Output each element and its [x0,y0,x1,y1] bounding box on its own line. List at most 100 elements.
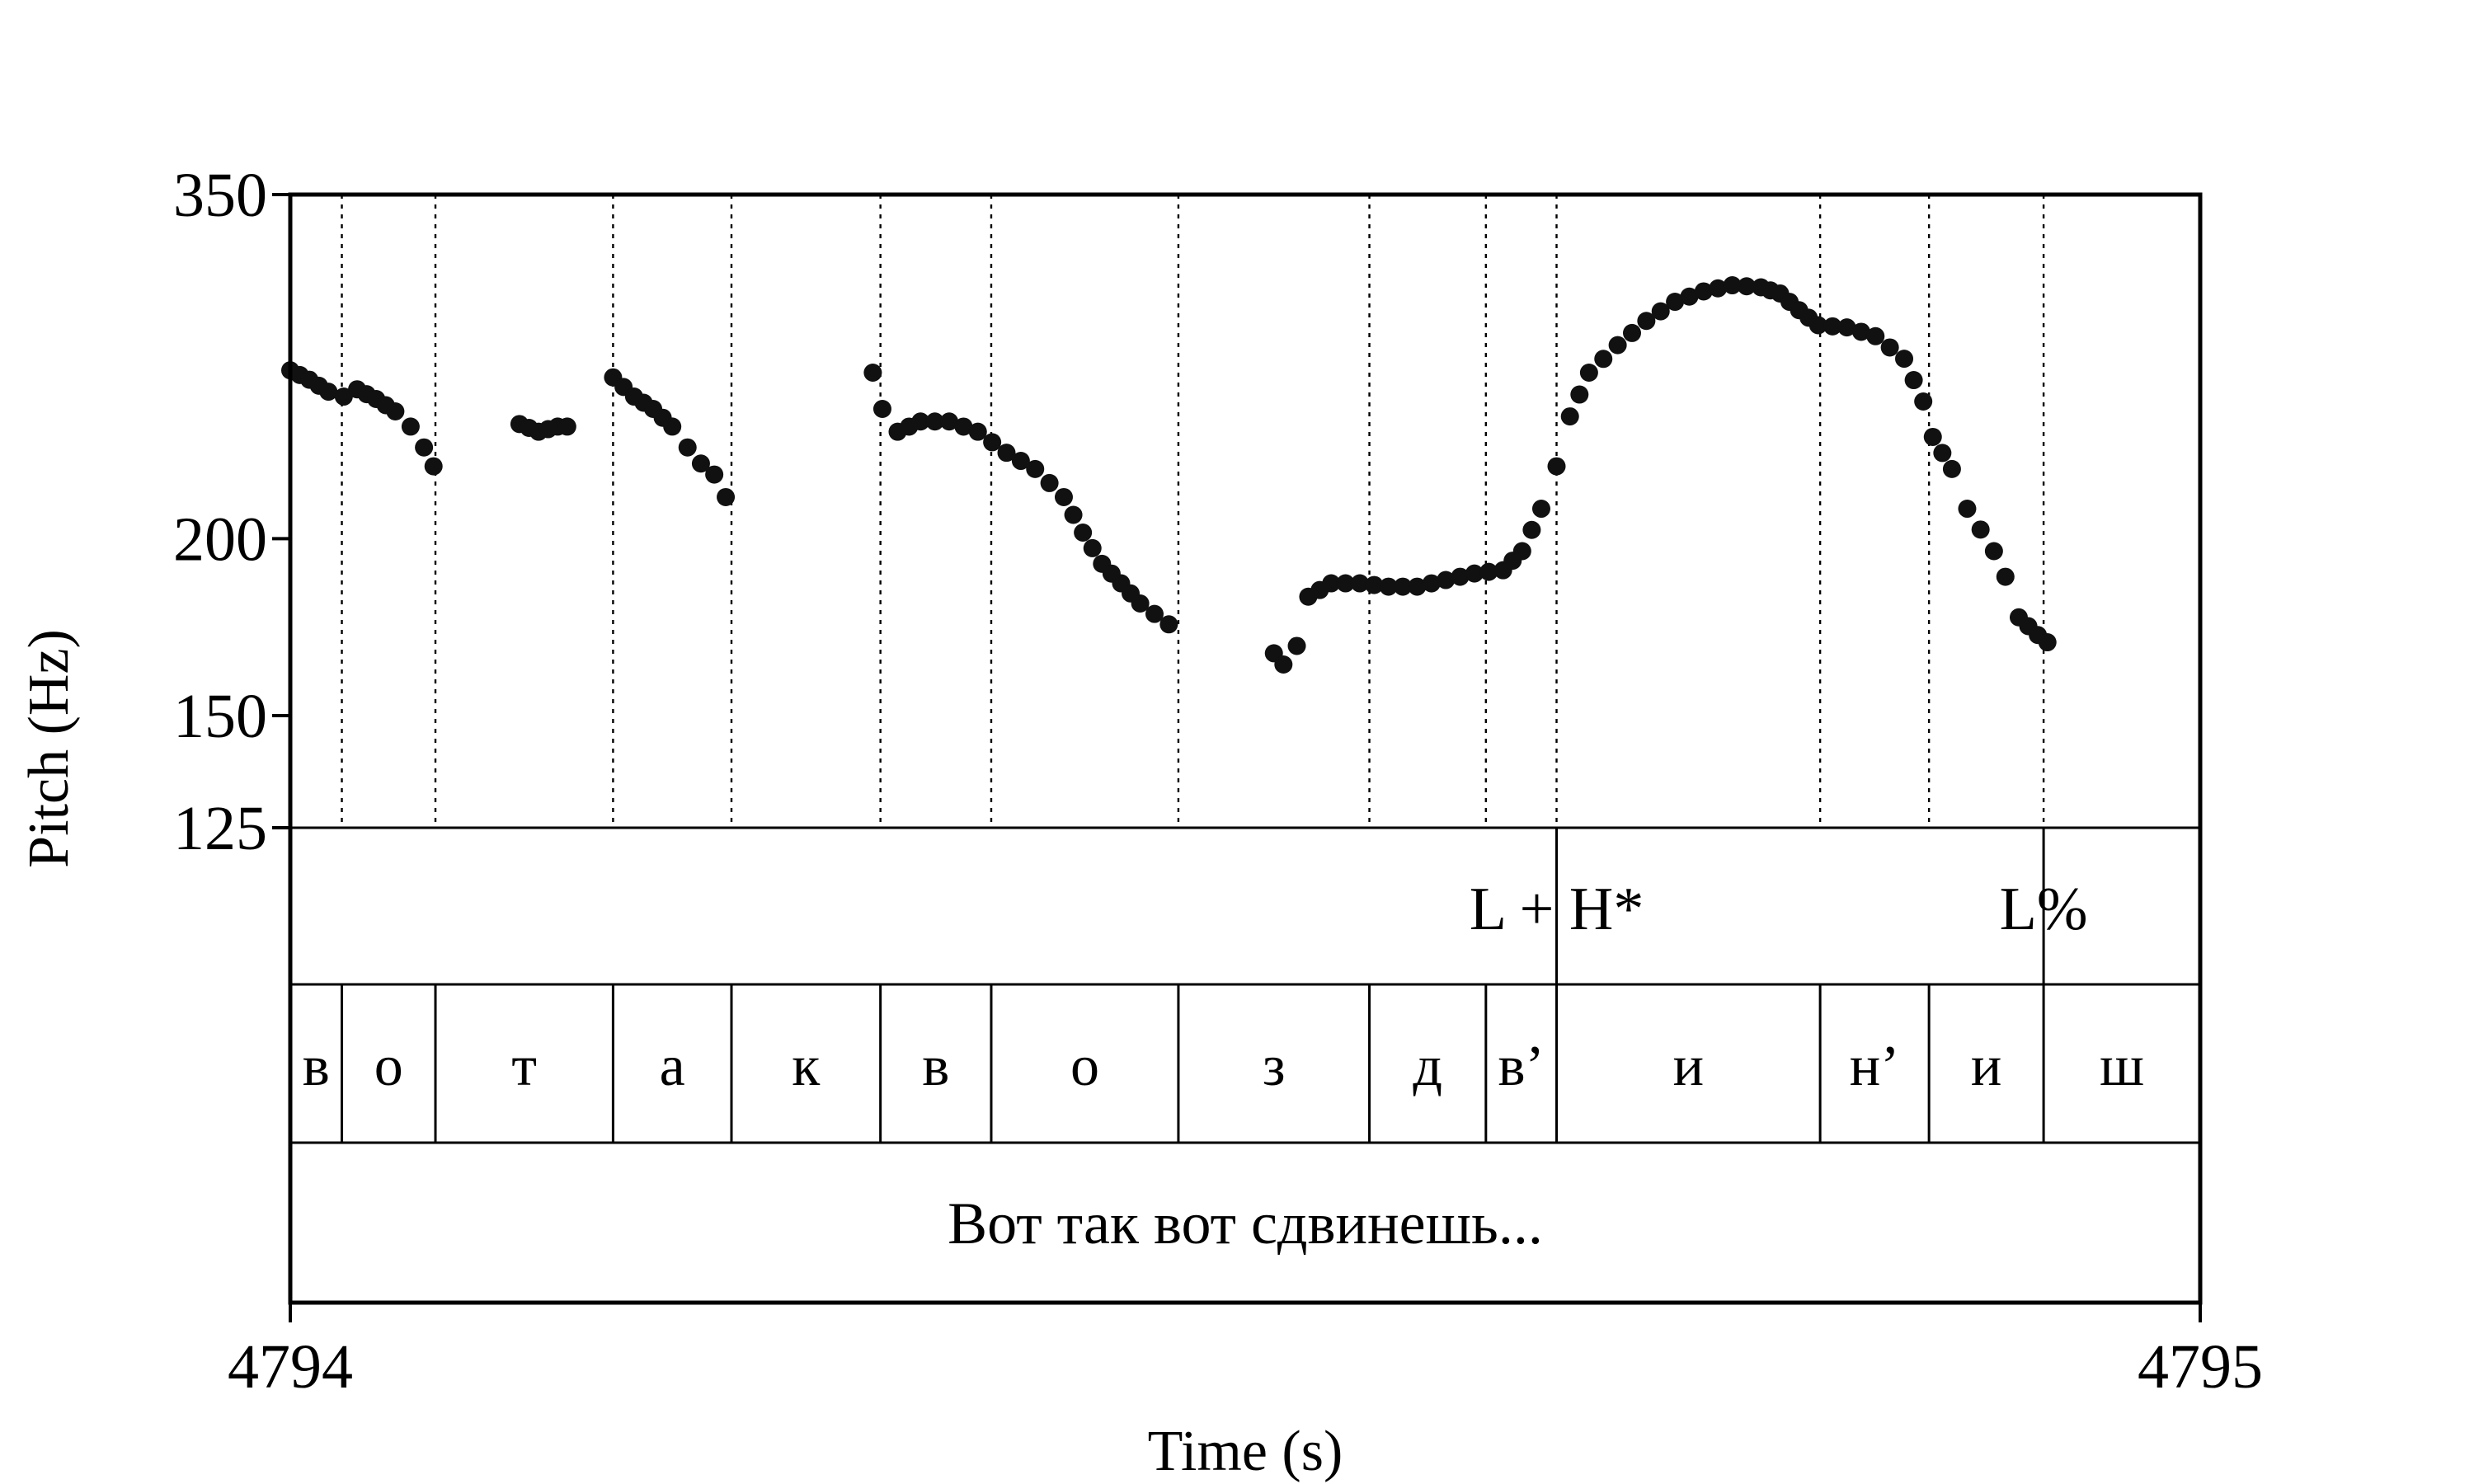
pitch-point [334,387,353,406]
pitch-point [1958,500,1977,519]
pitch-point [1131,594,1150,613]
pitch-point [1570,385,1589,404]
pitch-point [424,457,443,476]
segment-label: д [1413,1035,1442,1098]
boundary-grid [341,195,2045,828]
pitch-point [940,412,959,431]
pitch-point [1666,293,1685,312]
pitch-point [1723,276,1742,295]
pitch-point [691,454,710,473]
pitch-point [1608,336,1627,355]
pitch-point [401,417,420,436]
pitch-point [1350,574,1369,593]
pitch-point [1996,567,2015,586]
pitch-point [1694,282,1713,301]
pitch-point [1287,636,1306,655]
pitch-point [1737,277,1756,296]
pitch-point [2038,633,2057,652]
pitch-point [1709,279,1728,298]
pitch-point [997,444,1016,463]
x-axis-label: Time (s) [1148,1420,1343,1483]
pitch-point [1479,562,1498,581]
pitch-point [1914,392,1933,411]
pitch-point [1394,577,1413,596]
pitch-point [1322,574,1341,593]
pitch-point [1040,473,1059,492]
tone-label: L + H* [1470,876,1644,943]
pitch-point [1465,564,1484,583]
pitch-point [386,402,405,421]
pitch-point [678,438,697,457]
y-axis-label: Pitch (Hz) [17,629,81,868]
x-tick-label: 4794 [228,1332,353,1402]
segment-label: о [374,1035,403,1098]
pitch-point [1365,575,1384,594]
y-tick-label: 350 [173,161,267,230]
pitch-point [1880,338,1899,357]
pitch-point [1336,574,1355,593]
pitch-point [1408,577,1427,596]
pitch-point [1971,520,1990,539]
pitch-point [1512,542,1531,561]
pitch-point [1064,505,1083,524]
pitch-point [663,417,682,436]
tone-label: L% [2000,876,2088,943]
pitch-point [872,399,891,418]
pitch-point [911,412,930,431]
pitch-point [1823,317,1842,336]
pitch-point [1145,604,1164,623]
sentence-label: Вот так вот сдвинешь... [948,1190,1543,1256]
pitch-point [983,433,1002,452]
pitch-point [1942,459,1961,478]
segment-label: и [1673,1035,1704,1098]
axes: 350 200 150 125 4794 4795 [173,161,2263,1402]
pitch-point [1159,615,1178,634]
pitch-point [1274,655,1293,674]
pitch-point [1379,577,1398,596]
pitch-point [1808,316,1827,335]
pitch-point [1579,364,1598,383]
pitch-point [1547,457,1566,476]
pitch-point [557,417,576,436]
segment-label: в’ [1498,1035,1544,1098]
pitch-point [863,364,882,383]
y-tick-label: 125 [173,794,267,863]
pitch-points [281,276,2057,674]
y-tick-label: 150 [173,682,267,751]
segment-label: ш [2100,1035,2144,1098]
pitch-point [1594,350,1613,369]
pitch-point [1837,318,1856,337]
pitch-point [1622,323,1641,342]
pitch-point [968,422,987,441]
segment-label: о [1070,1035,1099,1098]
pitch-point [319,383,338,402]
pitch-point [1680,287,1699,306]
pitch-point [1904,371,1923,390]
pitch-point [1422,574,1441,593]
pitch-point [1451,567,1470,586]
pitch-point [1651,302,1670,321]
segment-label: и [1971,1035,2001,1098]
pitch-point [1531,500,1550,519]
pitch-point [1851,322,1870,341]
plot-frame [288,192,2203,1305]
pitch-point [1637,312,1656,331]
pitch-point [1437,571,1456,589]
pitch-point [1866,326,1885,345]
pitch-point [1923,427,1942,446]
pitch-point [1933,444,1952,463]
pitch-point [954,417,973,436]
segment-label: т [511,1035,537,1098]
pitch-point [1984,542,2003,561]
pitch-point [1054,487,1073,506]
segment-label: к [792,1035,821,1098]
pitch-point [1895,350,1914,369]
pitch-point [1522,520,1541,539]
segment-label: в [303,1035,330,1098]
segment-label: н’ [1850,1035,1900,1098]
pitch-point [1083,538,1102,557]
pitch-point [925,412,944,431]
pitch-point [1011,452,1030,471]
